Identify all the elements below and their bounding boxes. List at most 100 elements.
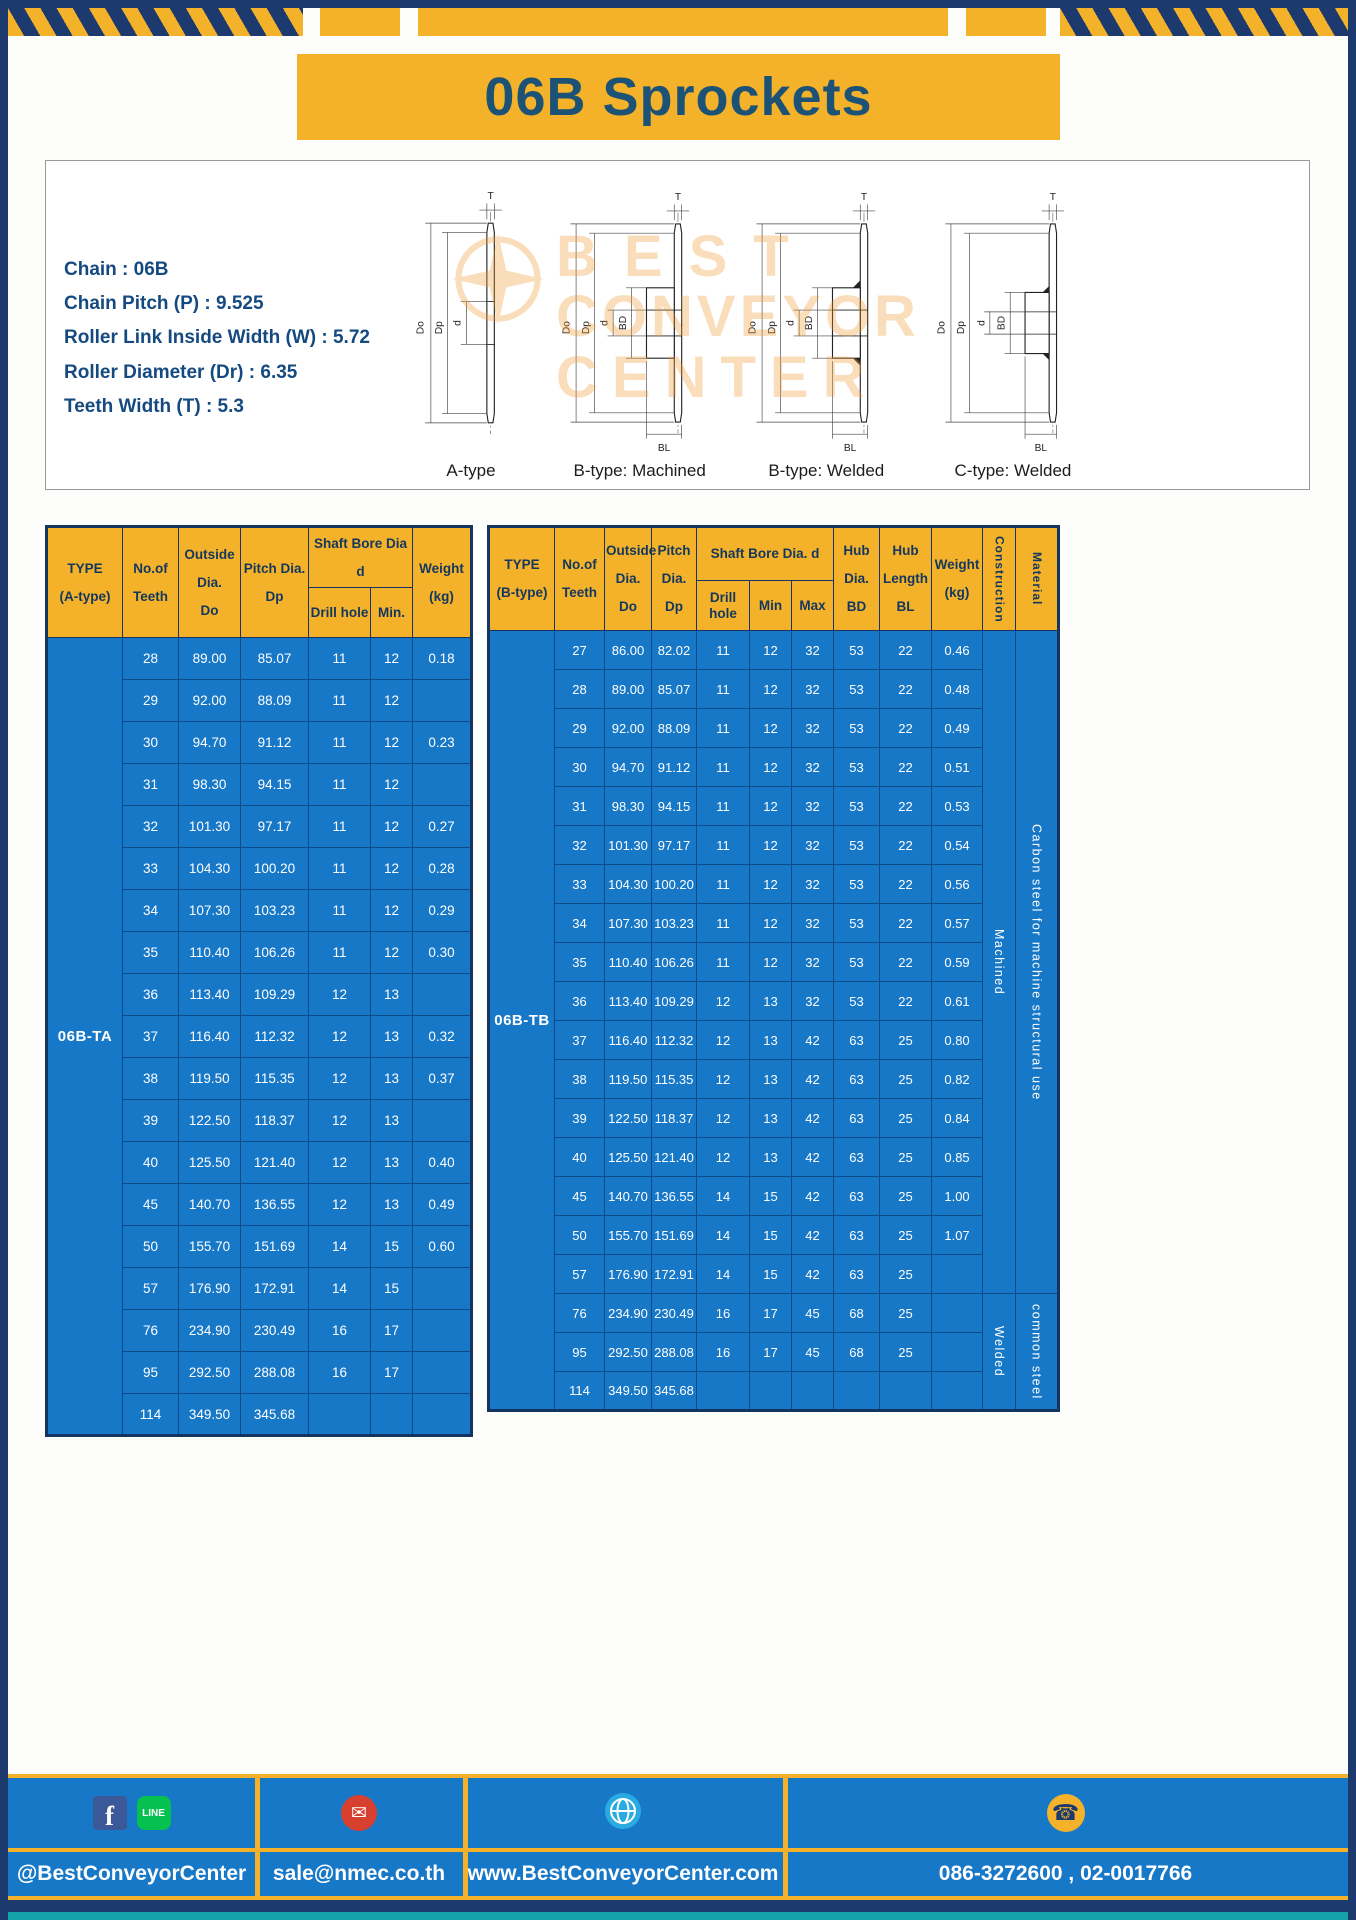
table-cell: 53 — [833, 864, 881, 904]
svg-text:Dp: Dp — [956, 321, 967, 334]
table-cell: 11 — [696, 630, 750, 670]
table-cell: 114 — [554, 1371, 605, 1411]
table-cell: 94.15 — [240, 763, 309, 807]
table-cell: 12 — [308, 1141, 371, 1185]
table-cell: 63 — [833, 1098, 881, 1138]
table-a-row: 45 140.70 136.55 12 13 0.49 — [47, 1183, 473, 1227]
tables-section: TYPE (A-type) No.of Teeth Outside Dia. D… — [45, 525, 1315, 1485]
table-cell: 100.20 — [240, 847, 309, 891]
table-cell: 11 — [308, 721, 371, 765]
yellow-bar — [320, 8, 400, 36]
table-a-row: 38 119.50 115.35 12 13 0.37 — [47, 1057, 473, 1101]
table-cell: 12 — [369, 889, 414, 933]
svg-text:d: d — [599, 320, 610, 326]
table-cell: 0.29 — [412, 889, 473, 933]
table-a-row: 50 155.70 151.69 14 15 0.60 — [47, 1225, 473, 1269]
chain-specs: Chain : 06B Chain Pitch (P) : 9.525 Roll… — [64, 257, 414, 428]
table-cell: 32 — [790, 903, 835, 943]
table-cell: 121.40 — [651, 1137, 697, 1177]
table-b-row: 40 125.50 121.40 12 13 42 63 25 0.85 — [489, 1137, 1059, 1177]
construction-cell: Welded — [982, 1293, 1017, 1411]
table-cell: 11 — [308, 763, 371, 807]
table-cell: 30 — [122, 721, 179, 765]
table-cell: 29 — [122, 679, 179, 723]
top-decoration-strip — [8, 8, 1348, 36]
table-cell: 85.07 — [240, 637, 309, 681]
table-cell: 15 — [749, 1254, 792, 1294]
facebook-icon: f — [92, 1796, 127, 1830]
spec-chain: Chain : 06B — [64, 259, 169, 280]
table-b-header: TYPE (B-type) No.of Teeth Outside Dia. D… — [488, 526, 1060, 631]
table-cell: 15 — [369, 1225, 414, 1269]
table-cell: 349.50 — [178, 1393, 241, 1437]
construction-cell: Machined — [982, 630, 1017, 1294]
drawing-caption: C-type: Welded — [954, 461, 1072, 480]
table-cell: 16 — [696, 1293, 750, 1333]
email-icon-cell: ✉ — [255, 1778, 463, 1848]
table-cell: 113.40 — [178, 973, 241, 1017]
table-cell: 0.59 — [931, 942, 984, 982]
table-cell: 14 — [696, 1215, 750, 1255]
social-icons: f LINE — [8, 1778, 255, 1848]
table-cell: 45 — [790, 1293, 835, 1333]
table-cell: 38 — [554, 1059, 605, 1099]
table-cell: 68 — [833, 1293, 881, 1333]
table-cell: 22 — [879, 786, 933, 826]
th-weight-a: Weight (kg) — [412, 525, 473, 639]
th-hub-length-b: Hub Length BL — [879, 526, 933, 631]
table-cell: 33 — [554, 864, 605, 904]
th-shaft-bore-a: Shaft Bore Dia d — [307, 525, 414, 589]
footer-top-line — [8, 1774, 1348, 1778]
table-cell: 57 — [122, 1267, 179, 1311]
table-cell: 176.90 — [604, 1254, 652, 1294]
table-cell: 32 — [790, 942, 835, 982]
table-cell: 11 — [696, 864, 750, 904]
footer-divider — [463, 1778, 468, 1896]
table-cell: 16 — [308, 1309, 371, 1353]
table-a-row: 76 234.90 230.49 16 17 — [47, 1309, 473, 1353]
table-cell — [749, 1371, 792, 1411]
table-cell: 12 — [308, 1015, 371, 1059]
title-banner: 06B Sprockets — [297, 54, 1060, 140]
table-cell: 15 — [369, 1267, 414, 1311]
table-cell: 97.17 — [240, 805, 309, 849]
table-cell: 0.49 — [931, 708, 984, 748]
table-a-row: 95 292.50 288.08 16 17 — [47, 1351, 473, 1395]
table-cell: 14 — [308, 1267, 371, 1311]
table-cell — [931, 1371, 984, 1411]
table-cell: 32 — [790, 630, 835, 670]
table-b-row: 36 113.40 109.29 12 13 32 53 22 0.61 — [489, 981, 1059, 1021]
spec-teeth-width: Teeth Width (T) : 5.3 — [64, 395, 244, 417]
material-cell: Carbon steel for machine structural use — [1015, 630, 1060, 1294]
svg-text:Do: Do — [561, 321, 572, 334]
table-b-row: 50 155.70 151.69 14 15 42 63 25 1.07 — [489, 1215, 1059, 1255]
table-cell: 0.23 — [412, 721, 473, 765]
table-cell: 0.84 — [931, 1098, 984, 1138]
table-b-row: 33 104.30 100.20 11 12 32 53 22 0.56 — [489, 864, 1059, 904]
th-teeth-a: No.of Teeth — [122, 525, 179, 639]
table-a-row: 35 110.40 106.26 11 12 0.30 — [47, 931, 473, 975]
table-cell: 91.12 — [240, 721, 309, 765]
table-cell: 13 — [749, 1098, 792, 1138]
table-cell: 0.40 — [412, 1141, 473, 1185]
table-cell: 116.40 — [178, 1015, 241, 1059]
table-cell: 104.30 — [178, 847, 241, 891]
table-cell: 16 — [308, 1351, 371, 1395]
table-cell: 107.30 — [604, 903, 652, 943]
table-cell: 25 — [879, 1059, 933, 1099]
table-cell: 0.82 — [931, 1059, 984, 1099]
table-cell: 17 — [369, 1309, 414, 1353]
hazard-stripe-right — [1060, 8, 1348, 36]
table-cell: 1.07 — [931, 1215, 984, 1255]
th-min-b: Min — [749, 580, 792, 631]
table-b-row: 34 107.30 103.23 11 12 32 53 22 0.57 — [489, 903, 1059, 943]
yellow-bar — [418, 8, 948, 36]
table-cell: 13 — [749, 981, 792, 1021]
table-b-row: 06B-TB 27 86.00 82.02 11 12 32 53 22 0.46 Machined… — [488, 630, 1060, 1411]
table-cell: 292.50 — [604, 1332, 652, 1372]
svg-text:T: T — [1050, 192, 1056, 203]
table-b-row: 76 234.90 230.49 16 17 45 68 25 Welded common ste… — [489, 1293, 1060, 1411]
table-cell — [412, 1267, 473, 1311]
table-cell: 50 — [554, 1215, 605, 1255]
svg-text:Dp: Dp — [767, 321, 778, 334]
